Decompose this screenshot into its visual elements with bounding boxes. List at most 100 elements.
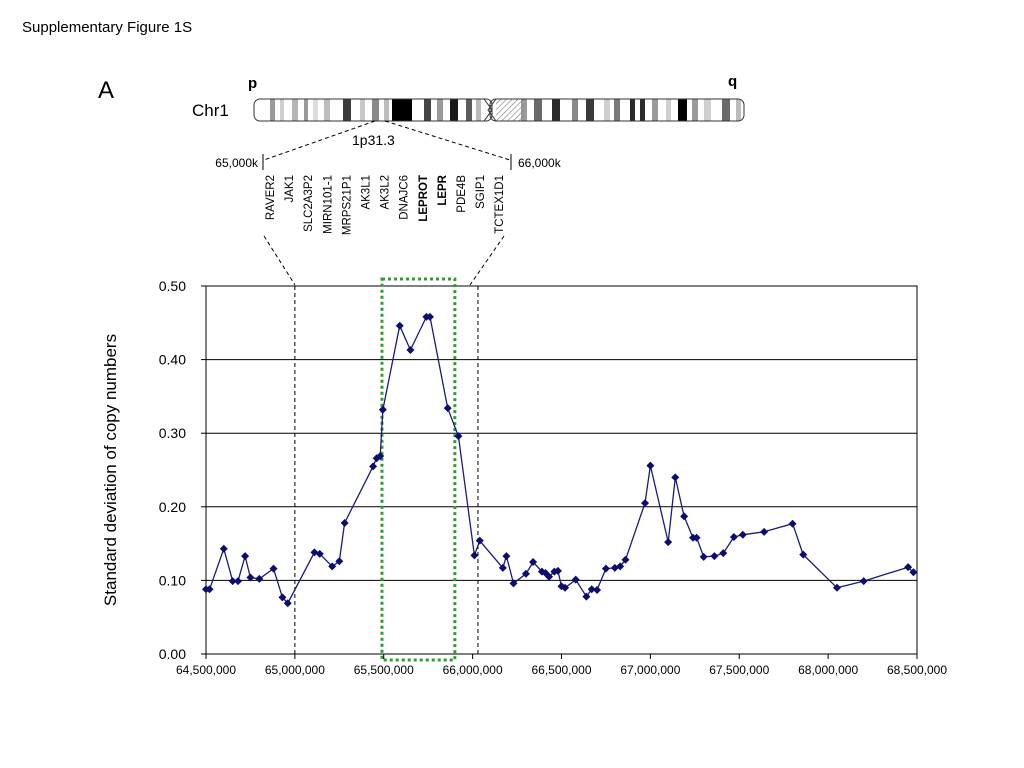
chart-series: [202, 312, 918, 608]
data-point: [255, 574, 264, 583]
data-point: [601, 564, 610, 573]
ideogram-band: [392, 99, 412, 121]
ideogram-band: [424, 99, 431, 121]
region-end-label: 66,000k: [518, 156, 562, 170]
ideogram-band: [704, 99, 711, 121]
data-point: [710, 552, 719, 561]
ideogram-heterochromatin: [496, 99, 524, 121]
data-point: [859, 577, 868, 586]
ideogram-band: [384, 99, 389, 121]
ideogram-band: [604, 99, 610, 121]
ideogram-band: [692, 99, 698, 121]
data-point: [719, 549, 728, 558]
y-axis: 0.00 0.10 0.20 0.30 0.40 0.50: [159, 278, 206, 662]
ideogram-band: [534, 99, 542, 121]
data-point: [593, 585, 602, 594]
data-point: [369, 462, 378, 471]
y-tick-label: 0.40: [159, 352, 186, 368]
x-tick-label: 66,000,000: [443, 663, 503, 677]
data-point: [470, 551, 479, 560]
p-arm-label: p: [248, 75, 257, 92]
ideogram-band: [652, 99, 658, 121]
ideogram-band: [614, 99, 620, 121]
data-point: [671, 473, 680, 482]
ideogram-band: [304, 99, 308, 121]
data-point: [561, 583, 570, 592]
ideogram-band: [292, 99, 298, 121]
ideogram-band: [313, 99, 318, 121]
data-point: [278, 593, 287, 602]
ideogram-band: [586, 99, 594, 121]
x-tick-label: 68,500,000: [887, 663, 947, 677]
data-point: [502, 552, 511, 561]
y-tick-label: 0.10: [159, 572, 186, 588]
chromosome-name: Chr1: [192, 101, 229, 120]
ideogram-band: [280, 99, 284, 121]
gene-label: AK3L1: [361, 175, 373, 210]
ideogram-band: [552, 99, 560, 121]
plot-area-frame: [205, 285, 918, 655]
data-point: [315, 549, 324, 558]
data-point: [799, 550, 808, 559]
q-arm-label: q: [728, 73, 737, 90]
data-point: [616, 562, 625, 571]
figure-supplementary-label: Supplementary Figure 1S: [22, 19, 193, 36]
data-point: [641, 499, 650, 508]
panel-letter: A: [98, 77, 114, 104]
data-point: [335, 557, 344, 566]
data-point: [498, 563, 507, 572]
x-tick-label: 67,500,000: [709, 663, 769, 677]
data-point: [228, 577, 237, 586]
highlight-region-box: [380, 277, 457, 662]
data-point: [205, 585, 214, 594]
band-label: 1p31.3: [352, 132, 395, 148]
data-point: [241, 552, 250, 561]
highlight-box: [380, 277, 457, 662]
sd-line-chart: 64,500,000 65,000,000 65,500,000 66,000,000…: [101, 277, 947, 677]
data-point: [443, 404, 452, 413]
data-point: [646, 461, 655, 470]
gene-labels: RAVER2 JAK1 SLC2A3P2 MIRN101-1 MRPS21P1 AK3L1…: [265, 174, 506, 235]
y-tick-label: 0.50: [159, 278, 186, 294]
x-tick-label: 65,000,000: [265, 663, 325, 677]
gene-guide-right: [469, 235, 505, 286]
ideogram-band: [450, 99, 458, 121]
data-point: [219, 544, 228, 553]
data-point: [376, 452, 385, 461]
y-tick-label: 0.20: [159, 499, 186, 515]
gene-label: MIRN101-1: [322, 175, 334, 234]
data-point: [571, 575, 580, 584]
x-tick-label: 64,500,000: [176, 663, 236, 677]
ideogram-band: [722, 99, 730, 121]
data-point: [692, 533, 701, 542]
data-point: [587, 585, 596, 594]
data-point: [680, 512, 689, 521]
data-point: [729, 532, 738, 541]
y-tick-label: 0.00: [159, 646, 186, 662]
data-point: [833, 583, 842, 592]
data-point: [246, 573, 255, 582]
ideogram-band: [678, 99, 687, 121]
ideogram-band: [437, 99, 443, 121]
x-tick-label: 65,500,000: [354, 663, 414, 677]
gene-label: MRPS21P1: [341, 175, 353, 235]
ideogram-band: [630, 99, 635, 121]
x-tick-label: 66,500,000: [531, 663, 591, 677]
ideogram-band: [466, 99, 472, 121]
x-axis: 64,500,000 65,000,000 65,500,000 66,000,000…: [176, 654, 947, 677]
data-point: [328, 562, 337, 571]
ideogram-band: [372, 99, 379, 121]
gene-label: DNAJC6: [399, 175, 411, 220]
gene-label: TCTEX1D1: [494, 175, 506, 234]
gene-label: PDE4B: [456, 175, 468, 213]
ideogram-band: [360, 99, 365, 121]
gene-label: AK3L2: [380, 175, 392, 210]
data-point: [340, 518, 349, 527]
chromosome-ideogram: [253, 98, 745, 122]
p-arm-outline: [253, 98, 493, 122]
region-start-label: 65,000k: [215, 156, 259, 170]
data-point: [621, 555, 630, 564]
gene-label: RAVER2: [265, 175, 277, 220]
zoom-line-left: [263, 120, 376, 161]
data-point: [545, 572, 554, 581]
